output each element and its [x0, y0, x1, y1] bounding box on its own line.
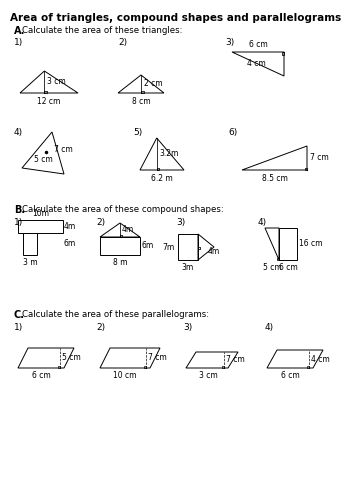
Text: 7 cm: 7 cm [148, 354, 167, 362]
Text: 4m: 4m [64, 222, 76, 231]
Bar [178, 234, 198, 260]
Text: 3 cm: 3 cm [47, 78, 66, 86]
Text: 6 cm: 6 cm [279, 263, 297, 272]
Text: 4): 4) [258, 218, 267, 227]
Text: 8.5 cm: 8.5 cm [262, 174, 287, 183]
Bar [18, 220, 63, 233]
Text: C.: C. [14, 310, 25, 320]
Text: 3): 3) [183, 323, 192, 332]
Bar [279, 228, 297, 260]
Text: A.: A. [14, 26, 25, 36]
Text: 3.2m: 3.2m [160, 150, 179, 158]
Text: 8 m: 8 m [113, 258, 127, 267]
Text: 3): 3) [225, 38, 234, 47]
Text: 5 cm: 5 cm [34, 155, 53, 164]
Text: 7 cm: 7 cm [226, 356, 245, 364]
Text: 6.2 m: 6.2 m [151, 174, 173, 183]
Text: 1): 1) [14, 218, 23, 227]
Text: 4 cm: 4 cm [311, 354, 330, 364]
Text: 6m: 6m [64, 240, 76, 248]
Text: 6m: 6m [141, 242, 153, 250]
Text: 3 m: 3 m [23, 258, 37, 267]
Text: Calculate the area of these triangles:: Calculate the area of these triangles: [22, 26, 183, 35]
Text: 10m: 10m [32, 209, 49, 218]
Text: 1): 1) [14, 38, 23, 47]
Text: 16 cm: 16 cm [299, 240, 323, 248]
Text: 6 cm: 6 cm [281, 371, 300, 380]
Text: 4m: 4m [122, 226, 134, 234]
Text: 8 cm: 8 cm [132, 97, 150, 106]
Bar [23, 233, 37, 255]
Text: 5): 5) [133, 128, 142, 137]
Text: 10 cm: 10 cm [113, 371, 137, 380]
Text: 4): 4) [14, 128, 23, 137]
Text: 3): 3) [176, 218, 185, 227]
Text: 5 cm: 5 cm [62, 354, 81, 362]
Text: Area of triangles, compound shapes and parallelograms: Area of triangles, compound shapes and p… [10, 13, 342, 23]
Text: B.: B. [14, 205, 25, 215]
Text: Calculate the area of these parallelograms:: Calculate the area of these parallelogra… [22, 310, 209, 319]
Text: 7 cm: 7 cm [54, 146, 73, 154]
Text: 5 cm: 5 cm [263, 263, 281, 272]
Text: 2): 2) [96, 218, 105, 227]
Text: 3m: 3m [182, 263, 194, 272]
Text: 2 cm: 2 cm [144, 80, 163, 88]
Text: 7 cm: 7 cm [310, 154, 329, 162]
Text: 4 cm: 4 cm [247, 60, 266, 68]
Text: 4): 4) [265, 323, 274, 332]
Text: 7m: 7m [163, 242, 175, 252]
Text: 2): 2) [118, 38, 127, 47]
Text: 12 cm: 12 cm [37, 97, 61, 106]
Text: 1): 1) [14, 323, 23, 332]
Text: 6 cm: 6 cm [249, 40, 267, 49]
Text: Calculate the area of these compound shapes:: Calculate the area of these compound sha… [22, 205, 224, 214]
Text: 3 cm: 3 cm [199, 371, 218, 380]
Text: 6): 6) [228, 128, 237, 137]
Text: 6 cm: 6 cm [32, 371, 51, 380]
Text: 4m: 4m [208, 248, 220, 256]
Bar [100, 237, 140, 255]
Text: 2): 2) [96, 323, 105, 332]
